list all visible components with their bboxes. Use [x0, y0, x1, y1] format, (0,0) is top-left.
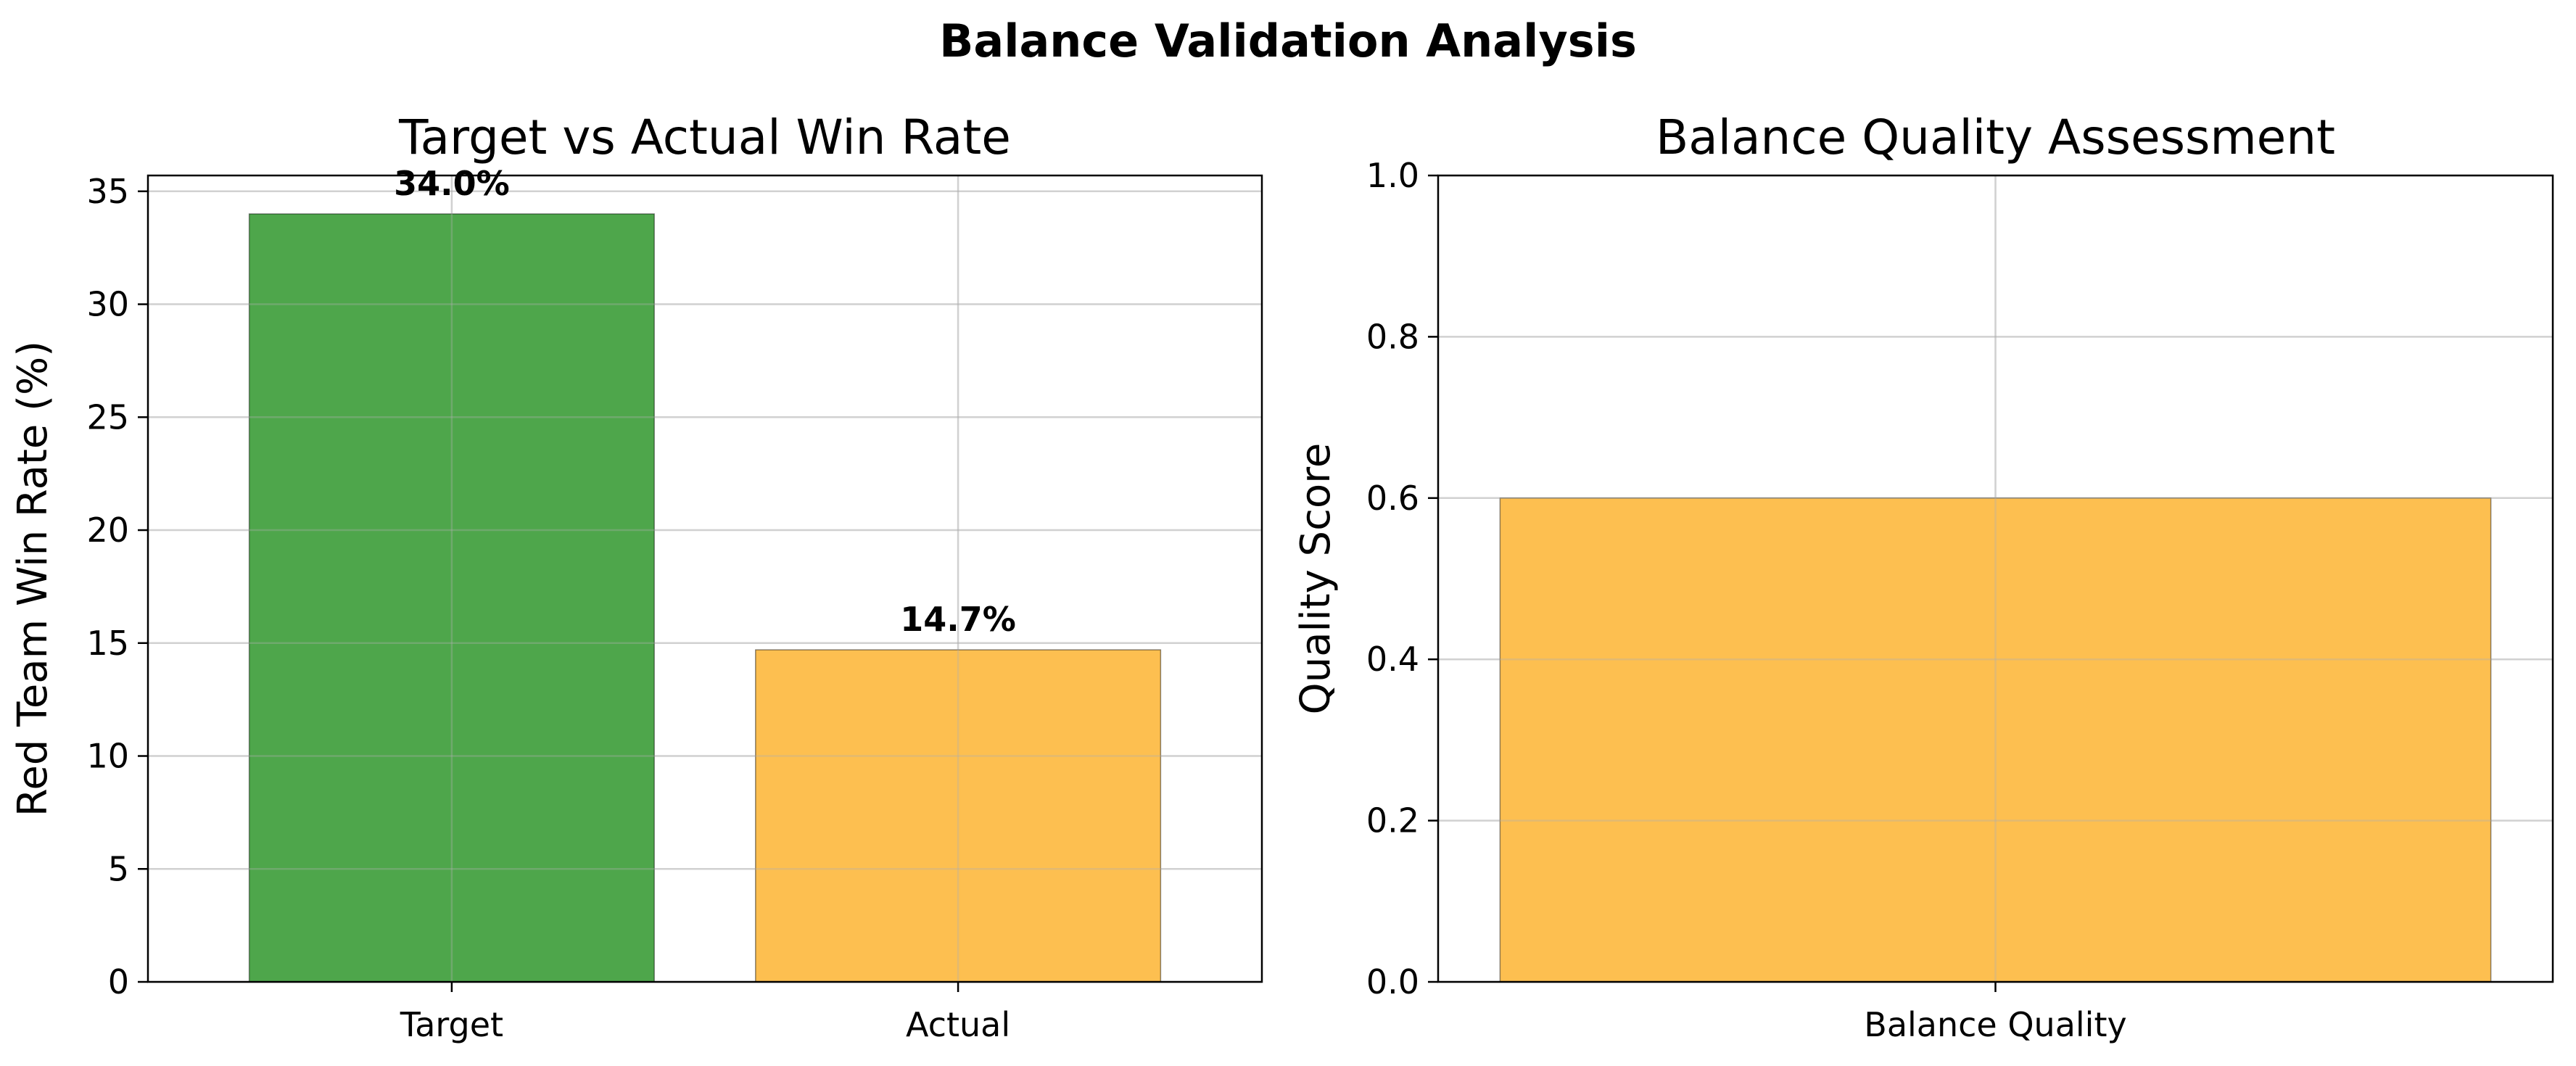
x-tick-label: Actual [906, 1005, 1010, 1044]
bar-target [248, 213, 655, 983]
y-tick-label: 15 [86, 624, 129, 663]
y-tick-label: 0.6 [1366, 479, 1419, 518]
y-tick-label: 25 [86, 397, 129, 437]
y-tick-label: 5 [108, 849, 129, 888]
chart-panel-2: 0.0 0.2 0.4 0.6 0.8 1.0 Balance Quality Balance… [1292, 110, 2554, 1044]
y-tick-label: 20 [86, 511, 129, 550]
chart-panel-1: 0 5 10 15 20 25 30 35 34.0% 14.7% Target Actual Targ… [9, 110, 1263, 1044]
y-tick-label: 10 [86, 737, 129, 776]
y-tick-label: 0.8 [1366, 317, 1419, 356]
y-tick-label: 1.0 [1366, 156, 1419, 195]
data-label: 34.0% [394, 164, 510, 203]
chart-title: Balance Quality Assessment [1656, 110, 2335, 165]
y-tick-label: 0.4 [1366, 640, 1419, 679]
y-axis-label: Red Team Win Rate (%) [9, 341, 57, 817]
axes-frame [1437, 174, 2554, 983]
chart-title: Target vs Actual Win Rate [398, 110, 1011, 165]
x-tick-label: Balance Quality [1864, 1005, 2126, 1044]
x-tick-label: Target [400, 1005, 503, 1044]
data-label: 14.7% [900, 600, 1016, 639]
figure-title: Balance Validation Analysis [939, 15, 1637, 67]
y-tick-label: 35 [86, 172, 129, 211]
chart-panels: 0 5 10 15 20 25 30 35 34.0% 14.7% Target Actual Targ… [9, 110, 2554, 1044]
y-tick-label: 30 [86, 285, 129, 324]
axes-frame [146, 174, 1263, 983]
y-tick-label: 0.0 [1366, 962, 1419, 1001]
bar-balance-quality [1499, 497, 2492, 983]
bar-actual [755, 649, 1162, 983]
y-tick-label: 0.2 [1366, 801, 1419, 840]
y-tick-label: 0 [108, 962, 129, 1001]
y-axis-label: Quality Score [1292, 443, 1339, 715]
